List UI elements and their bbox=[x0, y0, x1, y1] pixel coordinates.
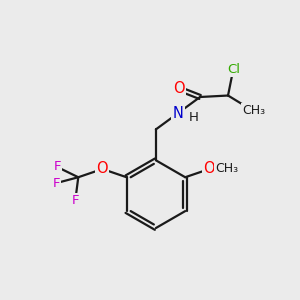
Text: O: O bbox=[203, 161, 215, 176]
Text: F: F bbox=[52, 177, 60, 190]
Text: Cl: Cl bbox=[227, 62, 240, 76]
Text: CH₃: CH₃ bbox=[242, 104, 265, 117]
Text: CH₃: CH₃ bbox=[215, 163, 238, 176]
Text: O: O bbox=[97, 161, 108, 176]
Text: N: N bbox=[172, 106, 183, 121]
Text: H: H bbox=[188, 111, 198, 124]
Text: O: O bbox=[173, 81, 185, 96]
Text: F: F bbox=[53, 160, 61, 173]
Text: F: F bbox=[72, 194, 79, 207]
